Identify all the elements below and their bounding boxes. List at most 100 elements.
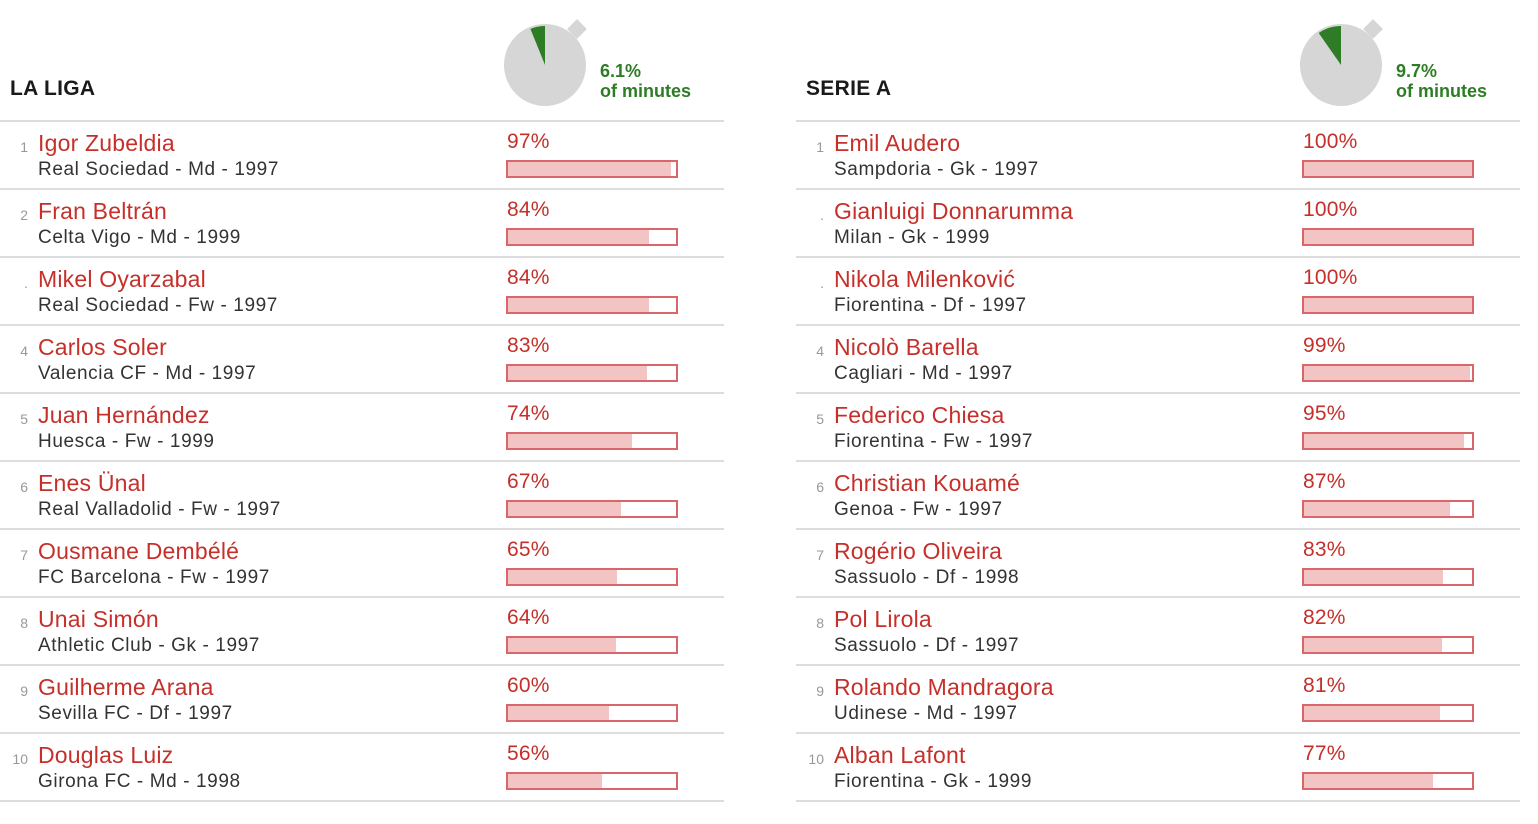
minutes-percent: 60% bbox=[507, 674, 550, 697]
minutes-share-value: 9.7% bbox=[1396, 61, 1438, 81]
minutes-share-caption: of minutes bbox=[1396, 81, 1488, 101]
rank-number: 4 bbox=[816, 343, 824, 359]
minutes-percent: 77% bbox=[1303, 742, 1346, 765]
minutes-share-caption: of minutes bbox=[600, 81, 692, 101]
player-name: Douglas Luiz bbox=[38, 742, 174, 768]
table-row: 7 Ousmane Dembélé FC Barcelona - Fw - 1997… bbox=[0, 530, 724, 598]
table-row: 9 Guilherme Arana Sevilla FC - Df - 1997 60… bbox=[0, 666, 724, 734]
minutes-share-label: 9.7% of minutes bbox=[1396, 61, 1487, 101]
rank-number: . bbox=[820, 207, 824, 223]
minutes-percent: 65% bbox=[507, 538, 550, 561]
player-info: Fiorentina - Gk - 1999 bbox=[834, 771, 1033, 792]
rank-number: 1 bbox=[20, 139, 28, 155]
minutes-percent: 82% bbox=[1303, 606, 1346, 629]
player-info: Milan - Gk - 1999 bbox=[834, 227, 990, 248]
rank-number: 10 bbox=[808, 751, 824, 767]
table-row: 7 Rogério Oliveira Sassuolo - Df - 1998 83% bbox=[796, 530, 1520, 598]
minutes-bar bbox=[506, 500, 678, 518]
minutes-bar bbox=[506, 636, 678, 654]
table-row: . Gianluigi Donnarumma Milan - Gk - 1999 10… bbox=[796, 190, 1520, 258]
serie-a-panel: SERIE A 9.7% of minutes 1 Emil Audero Samp… bbox=[796, 0, 1522, 824]
header-divider bbox=[796, 120, 1520, 122]
player-info: Celta Vigo - Md - 1999 bbox=[38, 227, 241, 248]
table-row: . Mikel Oyarzabal Real Sociedad - Fw - 199… bbox=[0, 258, 724, 326]
minutes-percent: 84% bbox=[507, 266, 550, 289]
la-liga-panel: LA LIGA 6.1% of minutes 1 Igor Zubeldia Re… bbox=[0, 0, 726, 824]
minutes-bar-fill bbox=[508, 162, 671, 176]
rank-number: 7 bbox=[20, 547, 28, 563]
table-row: 4 Carlos Soler Valencia CF - Md - 1997 83% bbox=[0, 326, 724, 394]
minutes-percent: 100% bbox=[1303, 198, 1358, 221]
minutes-bar-fill bbox=[508, 638, 616, 652]
table-row: 5 Federico Chiesa Fiorentina - Fw - 1997 95… bbox=[796, 394, 1520, 462]
rank-number: 9 bbox=[20, 683, 28, 699]
player-name: Alban Lafont bbox=[834, 742, 966, 768]
rank-number: 8 bbox=[20, 615, 28, 631]
minutes-bar-fill bbox=[1304, 298, 1472, 312]
player-name: Gianluigi Donnarumma bbox=[834, 198, 1074, 224]
rank-number: 7 bbox=[816, 547, 824, 563]
player-info: Sampdoria - Gk - 1997 bbox=[834, 159, 1039, 180]
minutes-bar-fill bbox=[508, 502, 621, 516]
minutes-bar-fill bbox=[1304, 230, 1472, 244]
player-name: Federico Chiesa bbox=[834, 402, 1005, 428]
player-info: Fiorentina - Fw - 1997 bbox=[834, 431, 1034, 452]
minutes-bar bbox=[1302, 772, 1474, 790]
player-name: Carlos Soler bbox=[38, 334, 167, 360]
player-info: Real Sociedad - Md - 1997 bbox=[38, 159, 280, 180]
player-name: Enes Ünal bbox=[38, 470, 146, 496]
rank-number: 5 bbox=[816, 411, 824, 427]
player-info: Real Valladolid - Fw - 1997 bbox=[38, 499, 281, 520]
table-row: 4 Nicolò Barella Cagliari - Md - 1997 99% bbox=[796, 326, 1520, 394]
table-row: 1 Emil Audero Sampdoria - Gk - 1997 100% bbox=[796, 122, 1520, 190]
minutes-percent: 84% bbox=[507, 198, 550, 221]
player-name: Igor Zubeldia bbox=[38, 130, 175, 156]
minutes-bar bbox=[1302, 704, 1474, 722]
table-row: 6 Christian Kouamé Genoa - Fw - 1997 87% bbox=[796, 462, 1520, 530]
player-info: Sassuolo - Df - 1998 bbox=[834, 567, 1020, 588]
player-info: Athletic Club - Gk - 1997 bbox=[38, 635, 260, 656]
minutes-share-pie bbox=[504, 19, 587, 106]
minutes-bar-fill bbox=[508, 230, 650, 244]
minutes-bar bbox=[1302, 228, 1474, 246]
minutes-bar-fill bbox=[508, 774, 603, 788]
minutes-percent: 100% bbox=[1303, 266, 1358, 289]
pie-slice bbox=[1318, 26, 1341, 65]
player-info: Sassuolo - Df - 1997 bbox=[834, 635, 1020, 656]
player-info: Real Sociedad - Fw - 1997 bbox=[38, 295, 278, 316]
player-name: Nikola Milenković bbox=[834, 266, 1016, 292]
player-name: Fran Beltrán bbox=[38, 198, 167, 224]
minutes-bar-fill bbox=[1304, 570, 1444, 584]
table-row: 1 Igor Zubeldia Real Sociedad - Md - 1997 9… bbox=[0, 122, 724, 190]
minutes-bar bbox=[506, 568, 678, 586]
table-row: 10 Alban Lafont Fiorentina - Gk - 1999 77% bbox=[796, 734, 1520, 802]
rank-number: 6 bbox=[816, 479, 824, 495]
rank-number: . bbox=[820, 275, 824, 291]
minutes-bar-fill bbox=[508, 366, 648, 380]
minutes-share-label: 6.1% of minutes bbox=[600, 61, 691, 101]
header-divider bbox=[0, 120, 724, 122]
rank-number: 4 bbox=[20, 343, 28, 359]
rank-number: 10 bbox=[12, 751, 28, 767]
rank-number: 6 bbox=[20, 479, 28, 495]
minutes-bar-fill bbox=[1304, 706, 1441, 720]
minutes-bar bbox=[506, 772, 678, 790]
minutes-bar bbox=[1302, 296, 1474, 314]
league-title: LA LIGA bbox=[10, 77, 96, 100]
minutes-bar bbox=[1302, 432, 1474, 450]
minutes-percent: 87% bbox=[1303, 470, 1346, 493]
minutes-bar-fill bbox=[508, 298, 650, 312]
minutes-percent: 64% bbox=[507, 606, 550, 629]
player-info: Udinese - Md - 1997 bbox=[834, 703, 1018, 724]
player-name: Emil Audero bbox=[834, 130, 961, 156]
minutes-bar-fill bbox=[1304, 162, 1472, 176]
table-row: 10 Douglas Luiz Girona FC - Md - 1998 56% bbox=[0, 734, 724, 802]
minutes-bar bbox=[1302, 500, 1474, 518]
table-row: 5 Juan Hernández Huesca - Fw - 1999 74% bbox=[0, 394, 724, 462]
table-row: 6 Enes Ünal Real Valladolid - Fw - 1997 67% bbox=[0, 462, 724, 530]
minutes-percent: 99% bbox=[1303, 334, 1346, 357]
minutes-bar bbox=[506, 228, 678, 246]
minutes-bar bbox=[1302, 568, 1474, 586]
rank-number: 8 bbox=[816, 615, 824, 631]
minutes-bar bbox=[506, 704, 678, 722]
